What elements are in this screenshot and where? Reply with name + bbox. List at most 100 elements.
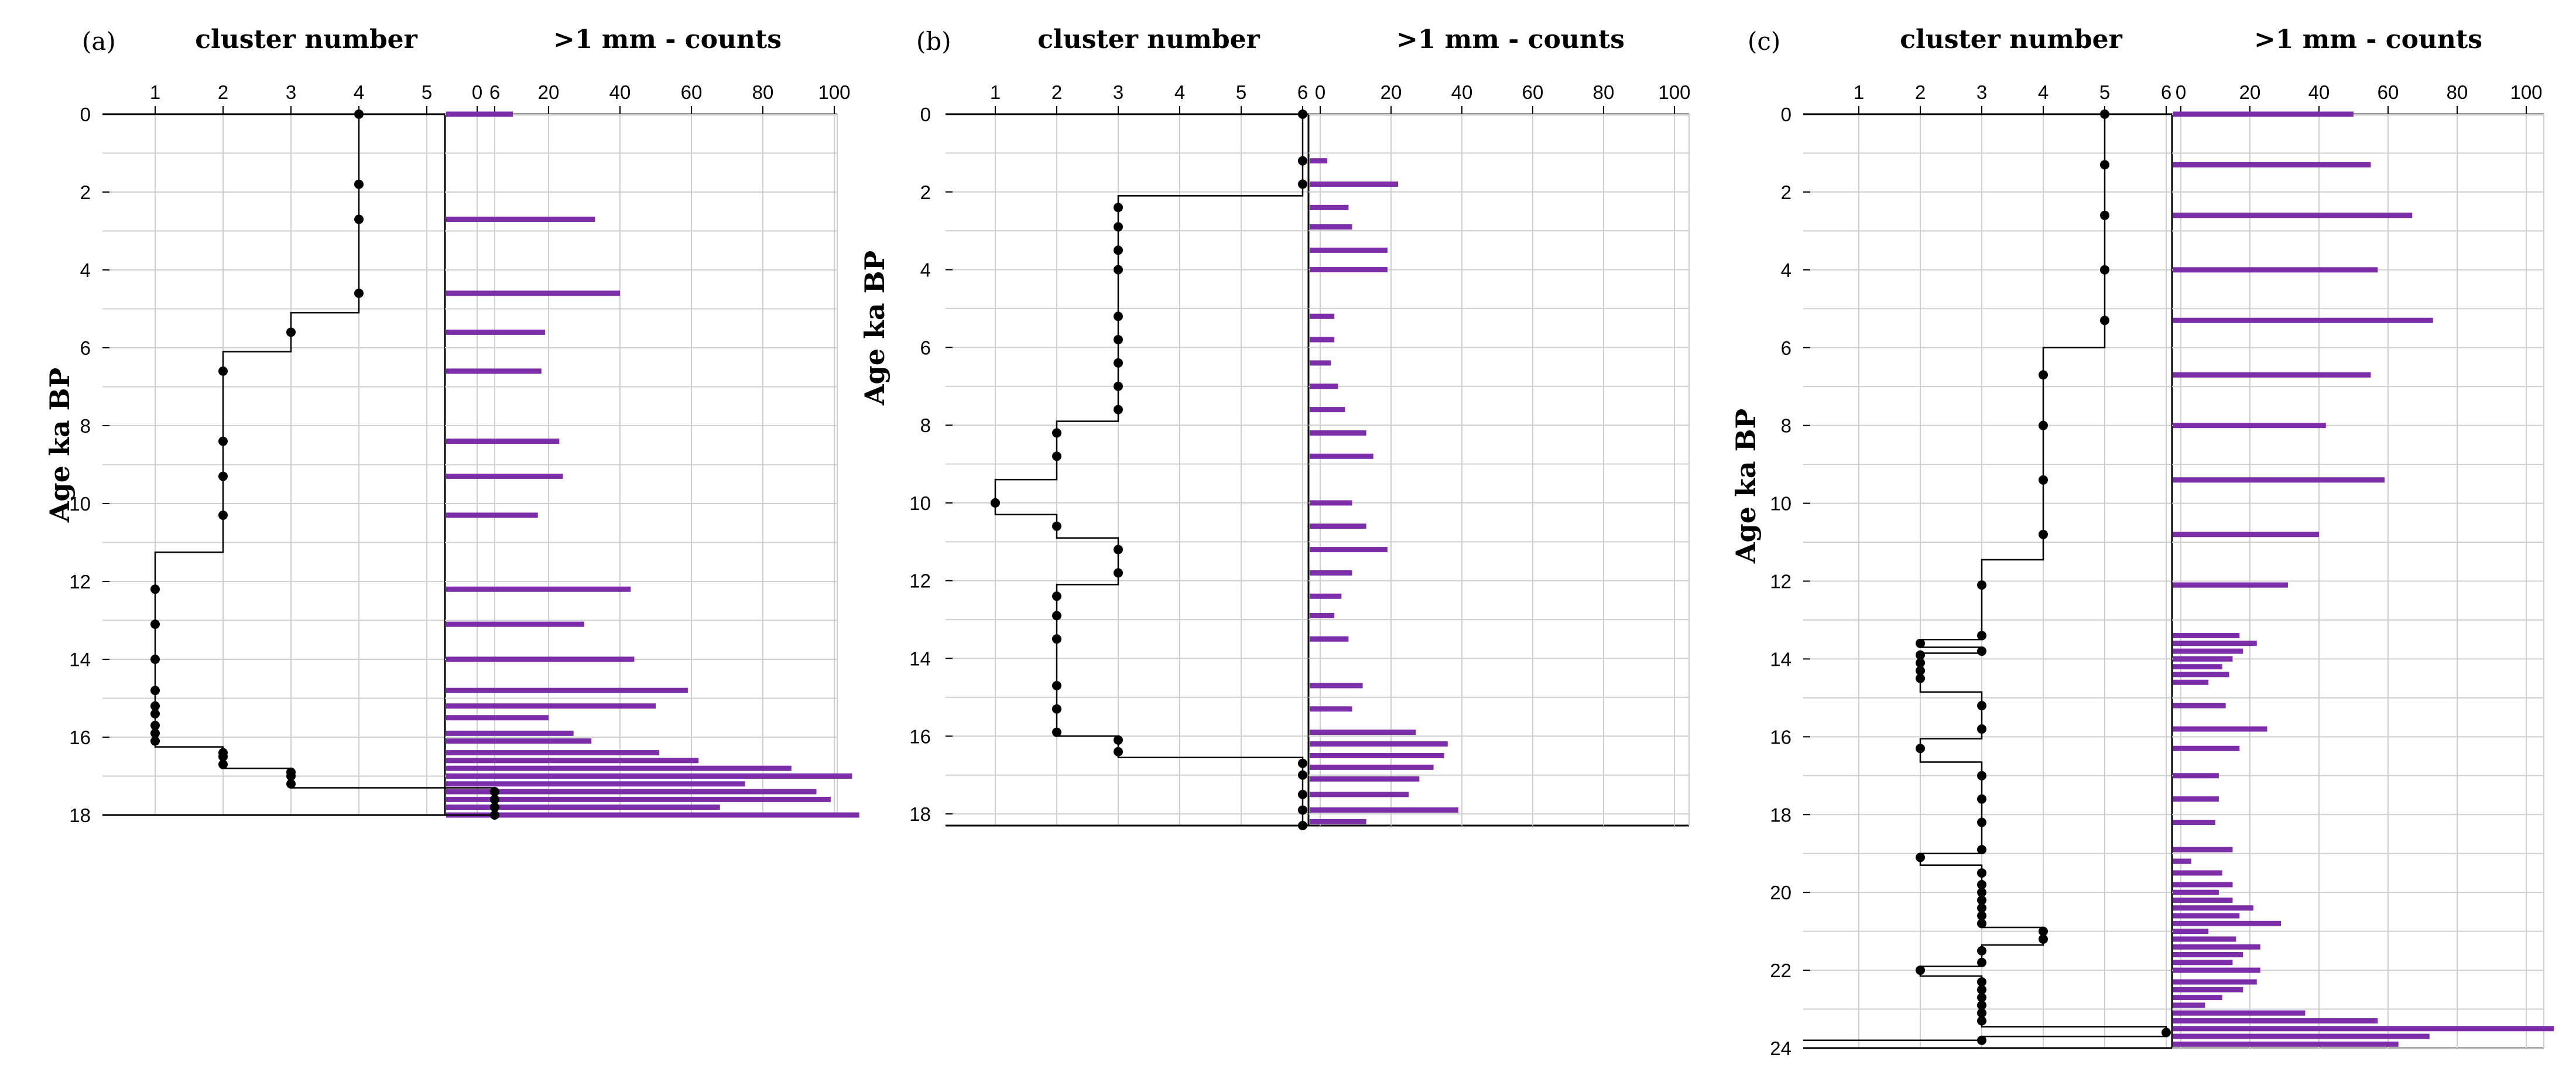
y-axis-label: Age ka BP (1730, 409, 1762, 564)
cluster-x-tick-label: 3 (1113, 81, 1123, 103)
cluster-point (490, 810, 499, 820)
cluster-point (286, 327, 296, 337)
cluster-point (1114, 747, 1123, 756)
cluster-point (150, 619, 160, 629)
cluster-point (1052, 591, 1061, 601)
cluster-point (1977, 919, 1986, 929)
cluster-point (286, 779, 296, 789)
count-bar (2173, 870, 2222, 876)
cluster-point (1298, 805, 1307, 815)
count-bar (446, 687, 688, 693)
cluster-point (1916, 853, 1925, 862)
count-bar (446, 730, 574, 736)
counts-x-tick-label: 60 (1522, 81, 1544, 103)
y-tick-label: 22 (1770, 960, 1791, 981)
count-bar (446, 329, 545, 335)
cluster-title: cluster number (1900, 25, 2122, 54)
cluster-point (150, 701, 160, 711)
cluster-point (1052, 451, 1061, 461)
count-bar (446, 796, 831, 802)
cluster-x-tick-label: 1 (150, 81, 160, 103)
count-bar (2173, 641, 2257, 646)
y-tick-label: 18 (909, 803, 931, 825)
panel-label: (c) (1748, 27, 1780, 56)
y-tick-label: 12 (69, 571, 91, 593)
cluster-point (150, 736, 160, 746)
panel-c: (c) cluster number >1 mm - counts Age ka… (1730, 25, 2554, 1059)
count-bar (446, 781, 745, 787)
count-bar (446, 765, 792, 771)
count-bar (2173, 1002, 2205, 1008)
cluster-point (1298, 179, 1307, 189)
count-bar (1310, 807, 1458, 813)
count-bar (1310, 384, 1338, 389)
count-bar (2173, 672, 2229, 677)
cluster-point (2039, 529, 2048, 539)
count-bar (2173, 111, 2354, 117)
count-bar (2173, 679, 2209, 685)
y-tick-label: 6 (1781, 337, 1791, 359)
y-tick-label: 16 (69, 727, 91, 748)
count-bar (2173, 726, 2267, 732)
cluster-x-tick-label: 1 (990, 81, 1001, 103)
y-tick-label: 8 (920, 415, 931, 436)
cluster-point (1298, 770, 1307, 780)
cluster-point (1052, 704, 1061, 714)
y-tick-label: 10 (1770, 493, 1791, 515)
count-bar (446, 290, 620, 296)
cluster-point (1298, 821, 1307, 830)
y-tick-label: 0 (920, 104, 931, 125)
count-bar (2173, 905, 2253, 911)
cluster-point (2039, 420, 2048, 430)
cluster-x-tick-label: 3 (1976, 81, 1987, 103)
counts-x-tick-label: 20 (538, 81, 560, 103)
panel-b: (b) cluster number >1 mm - counts Age ka… (859, 25, 1691, 830)
y-tick-label: 16 (909, 725, 931, 747)
counts-title: >1 mm - counts (2254, 25, 2482, 54)
cluster-point (1977, 794, 1986, 804)
cluster-point (1977, 985, 1986, 995)
count-bar (1310, 764, 1434, 770)
cluster-point (1977, 1000, 1986, 1010)
cluster-point (1114, 311, 1123, 321)
count-bar (1310, 523, 1366, 529)
count-bar (2173, 1026, 2554, 1032)
count-bar (1310, 776, 1420, 782)
cluster-point (2161, 1028, 2171, 1038)
cluster-point (218, 752, 228, 762)
counts-title: >1 mm - counts (1396, 25, 1625, 54)
count-bar (1310, 337, 1335, 343)
counts-x-tick-label: 100 (1658, 81, 1690, 103)
count-bar (1310, 819, 1366, 824)
cluster-point (1052, 428, 1061, 438)
count-bar (2173, 213, 2413, 218)
panel-label: (a) (82, 27, 116, 56)
count-bar (446, 111, 513, 117)
cluster-point (1052, 727, 1061, 737)
cluster-point (1114, 245, 1123, 255)
y-tick-label: 0 (80, 104, 91, 125)
cluster-point (218, 366, 228, 376)
cluster-point (150, 655, 160, 664)
cluster-point (1916, 650, 1925, 660)
cluster-point (991, 498, 1000, 508)
cluster-point (2039, 934, 2048, 944)
y-axis-label: Age ka BP (44, 368, 76, 523)
count-bar (2173, 897, 2233, 903)
y-tick-label: 14 (69, 649, 91, 670)
cluster-x-tick-label: 4 (1174, 81, 1185, 103)
cluster-point (490, 802, 499, 812)
cluster-point (1052, 680, 1061, 690)
y-tick-label: 12 (909, 570, 931, 592)
counts-x-tick-label: 40 (2308, 81, 2330, 103)
count-bar (2173, 952, 2243, 957)
count-bar (1310, 593, 1342, 599)
cluster-point (1977, 771, 1986, 780)
y-tick-label: 2 (80, 182, 91, 203)
count-bar (1310, 430, 1366, 436)
cluster-point (1977, 701, 1986, 711)
counts-x-tick-label: 0 (472, 81, 482, 103)
count-bar (2173, 656, 2233, 662)
cluster-point (1916, 666, 1925, 676)
